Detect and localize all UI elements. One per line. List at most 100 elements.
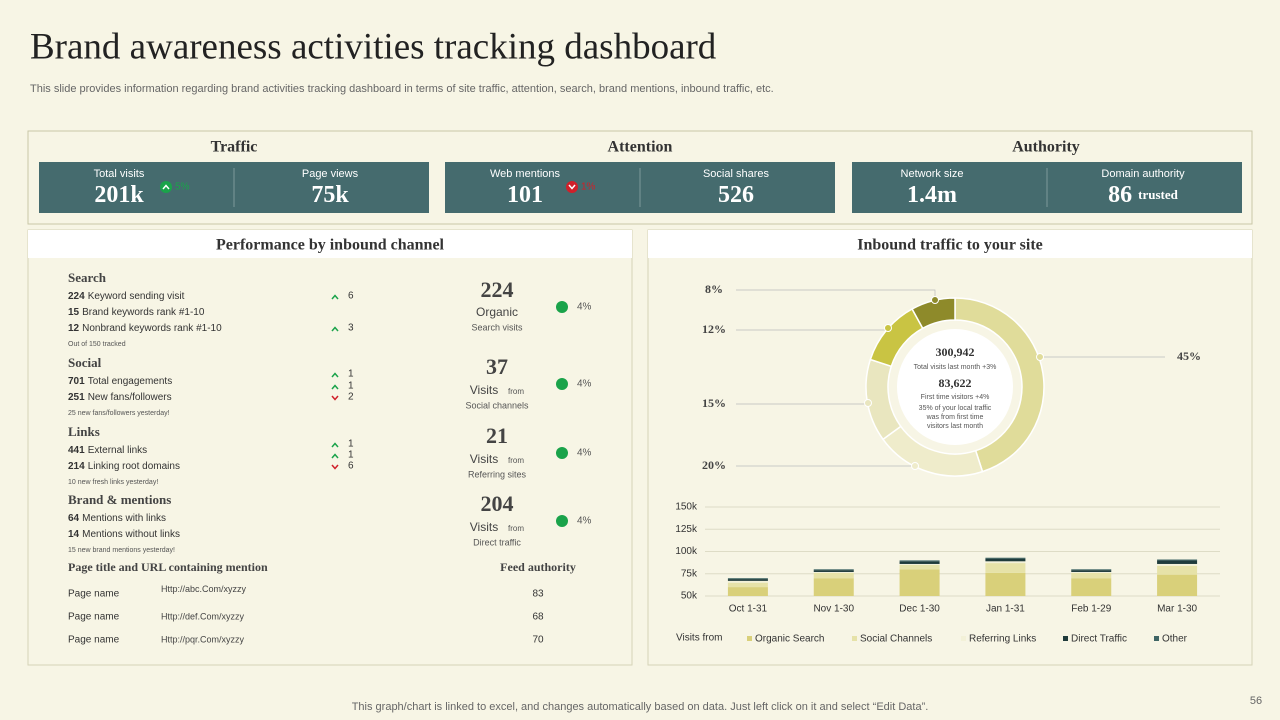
stat-change: 4%	[577, 448, 592, 459]
donut-label: 15%	[702, 396, 726, 410]
legend-label: Direct Traffic	[1071, 634, 1127, 645]
bar-segment	[727, 579, 768, 581]
bar-segment	[1157, 563, 1198, 566]
bar-segment	[727, 582, 768, 588]
section-title: Search	[68, 270, 107, 285]
section-title: Social	[68, 355, 102, 370]
row-change: 3	[348, 323, 354, 334]
legend-label: Organic Search	[755, 634, 824, 645]
x-tick-label: Nov 1-30	[813, 604, 854, 615]
row-count: 224	[68, 291, 85, 302]
bar-segment	[985, 563, 1026, 573]
donut-slice	[911, 297, 956, 330]
change-arrow	[331, 372, 339, 378]
bar-segment	[1071, 570, 1112, 572]
bar-segment	[899, 560, 940, 562]
stat-change-dot	[556, 515, 568, 527]
row-text: Brand keywords rank #1-10	[82, 307, 205, 318]
bar-segment	[899, 561, 940, 564]
row-text: Total engagements	[88, 376, 173, 387]
bar-segment	[813, 570, 854, 572]
section-row: 214 Linking root domains	[68, 461, 180, 472]
section-row: 224 Keyword sending visit	[68, 291, 185, 302]
panel-title: Inbound traffic to your site	[857, 237, 1043, 254]
y-tick-label: 150k	[675, 502, 698, 513]
row-count: 12	[68, 323, 80, 334]
donut-slice	[954, 297, 1045, 473]
change-arrow	[331, 442, 339, 448]
x-tick-label: Jan 1-31	[986, 604, 1025, 615]
row-change: 1	[348, 369, 354, 380]
kpi-value-number: 1.4m	[907, 182, 957, 208]
stat-change: 4%	[577, 302, 592, 313]
stat-value: 224	[481, 277, 514, 302]
table-cell: Http://def.Com/xyzzy	[161, 611, 245, 621]
stat-sub: Search visits	[471, 322, 523, 332]
leader-dot	[864, 399, 872, 407]
section-title: Brand & mentions	[68, 492, 171, 507]
bar-segment	[727, 578, 768, 580]
kpi-label: Network size	[901, 168, 964, 180]
change-arrow	[331, 384, 339, 390]
change-arrow	[331, 453, 339, 459]
y-tick-label: 50k	[681, 591, 698, 602]
kpi-group-title: Attention	[608, 139, 673, 156]
bar-segment	[1071, 572, 1112, 579]
page-number: 56	[1250, 695, 1262, 707]
stat-sub: Social channels	[465, 400, 529, 410]
bar-segment	[1071, 569, 1112, 571]
bar-segment	[813, 571, 854, 573]
bar-segment	[985, 557, 1026, 559]
bar-segment	[985, 558, 1026, 562]
bar-segment	[813, 578, 854, 596]
stat-change-dot	[556, 447, 568, 459]
section-note: 10 new fresh links yesterday!	[68, 479, 158, 486]
section-note: 15 new brand mentions yesterday!	[68, 547, 175, 554]
y-tick-label: 75k	[681, 568, 698, 579]
leader-dot	[931, 296, 939, 304]
donut-center	[897, 329, 1013, 445]
kpi-group-title: Traffic	[211, 139, 258, 156]
bar-segment	[1157, 565, 1198, 575]
row-change: 6	[348, 291, 354, 302]
donut-label: 20%	[702, 458, 726, 472]
x-tick-label: Dec 1-30	[899, 604, 940, 615]
row-count: 214	[68, 461, 85, 472]
kpi-value: 75k	[311, 182, 349, 208]
bar-segment	[899, 564, 940, 570]
section-title: Links	[68, 424, 100, 439]
kpi-change-icon	[566, 181, 578, 193]
kpi-label: Web mentions	[490, 168, 561, 180]
row-text: New fans/followers	[88, 392, 172, 403]
stat-change-dot	[556, 301, 568, 313]
section-note: Out of 150 tracked	[68, 341, 126, 348]
row-change: 1	[348, 381, 354, 392]
change-arrow	[331, 464, 339, 470]
section-row: 251 New fans/followers	[68, 392, 172, 403]
row-text: External links	[88, 445, 147, 456]
table-header: Page title and URL containing mention	[68, 560, 268, 574]
kpi-change: 1%	[581, 182, 596, 193]
section-row: 14 Mentions without links	[68, 529, 180, 540]
legend-swatch	[852, 636, 857, 641]
stat-sub: Direct traffic	[473, 537, 521, 547]
table-cell: 83	[532, 589, 544, 600]
row-count: 251	[68, 392, 85, 403]
row-change: 6	[348, 461, 354, 472]
bar-segment	[727, 580, 768, 583]
table-cell: Http://pqr.Com/xyzzy	[161, 634, 245, 644]
stat-value: 21	[486, 423, 508, 448]
kpi-value: 201k	[94, 182, 144, 208]
donut-label: 45%	[1177, 349, 1201, 363]
section-row: 15 Brand keywords rank #1-10	[68, 307, 205, 318]
table-cell: Page name	[68, 589, 120, 600]
row-count: 64	[68, 513, 80, 524]
kpi-change: 5%	[175, 182, 190, 193]
kpi-label: Total visits	[94, 168, 145, 180]
change-arrow	[568, 184, 576, 190]
kpi-label: Domain authority	[1101, 168, 1185, 180]
kpi-value: 526	[718, 182, 754, 208]
section-note: 25 new fans/followers yesterday!	[68, 410, 170, 417]
leader-dot	[911, 462, 919, 470]
